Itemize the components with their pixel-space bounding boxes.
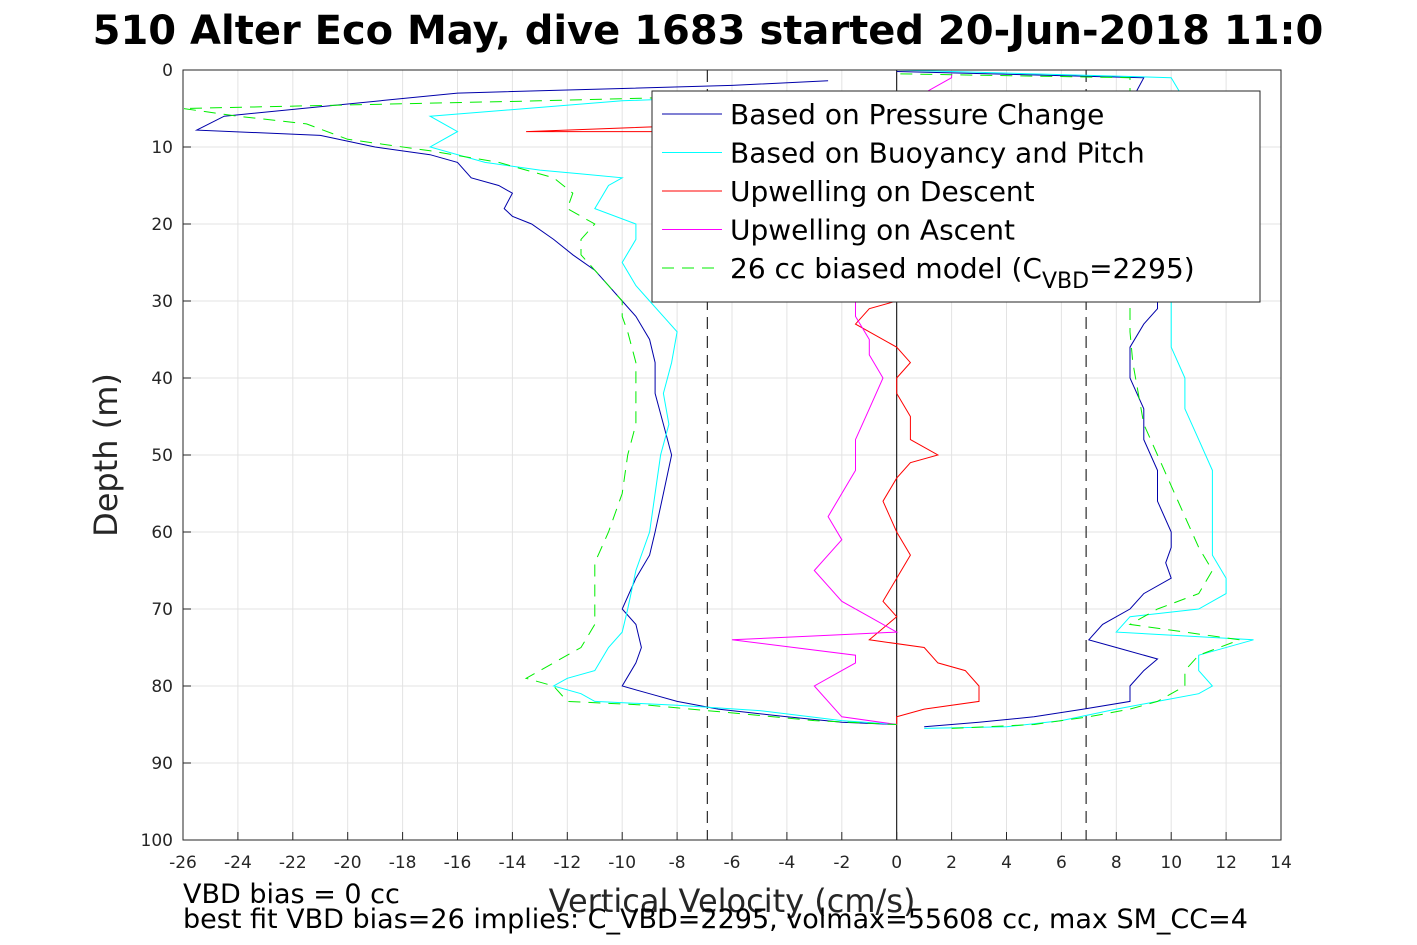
series-line-0-descent [194, 80, 897, 725]
x-tick-label: 2 [946, 853, 957, 873]
legend-label-4: 26 cc biased model (CVBD=2295) [730, 252, 1195, 294]
x-tick-label: -18 [389, 853, 417, 873]
legend-label-2: Upwelling on Descent [730, 175, 1035, 208]
legend-label-0: Based on Pressure Change [730, 98, 1104, 131]
x-tick-label: 0 [891, 853, 902, 873]
x-tick-label: -8 [669, 853, 686, 873]
x-tick-label: -6 [724, 853, 741, 873]
legend-label-3: Upwelling on Ascent [730, 214, 1015, 247]
x-tick-label: -4 [778, 853, 795, 873]
footnote-best-fit: best fit VBD bias=26 implies: C_VBD=2295… [183, 904, 1248, 935]
footnote-bias: VBD bias = 0 cc [183, 879, 400, 910]
chart-title: 510 Alter Eco May, dive 1683 started 20-… [93, 8, 1324, 54]
x-tick-label: -12 [553, 853, 581, 873]
x-tick-label: 10 [1160, 853, 1182, 873]
x-tick-label: 12 [1215, 853, 1237, 873]
x-tick-label: -20 [334, 853, 362, 873]
x-tick-label: -2 [833, 853, 850, 873]
x-axis-label: Vertical Velocity (cm/s) [549, 882, 916, 920]
series-line-4-descent [182, 92, 897, 725]
y-axis-label: Depth (m) [87, 373, 125, 537]
axis-ticks: -26 -24 -22 -20 -18 -16 -14 -12 -10 -8 -6 -4 -2 0 2 4 6 8… [141, 61, 1292, 873]
x-tick-label: 6 [1056, 853, 1067, 873]
x-tick-label: -16 [444, 853, 472, 873]
x-tick-label: -24 [224, 853, 252, 873]
x-tick-label: -26 [169, 853, 197, 873]
x-tick-label: 4 [1001, 853, 1012, 873]
y-tick-label: 10 [151, 138, 173, 158]
y-tick-label: 0 [162, 61, 173, 81]
legend: Based on Pressure Change Based on Buoyanc… [651, 90, 1261, 303]
x-tick-label: -14 [499, 853, 527, 873]
y-tick-label: 90 [151, 754, 173, 774]
x-tick-label: 8 [1111, 853, 1122, 873]
y-tick-label: 20 [151, 215, 173, 235]
legend-box [651, 90, 1261, 303]
y-tick-label: 80 [151, 677, 173, 697]
series-line-1-descent [428, 92, 897, 725]
y-tick-label: 60 [151, 523, 173, 543]
legend-label-1: Based on Buoyancy and Pitch [730, 137, 1145, 170]
y-tick-label: 100 [141, 831, 173, 851]
y-tick-label: 40 [151, 369, 173, 389]
y-tick-label: 50 [151, 446, 173, 466]
x-tick-label: -10 [608, 853, 636, 873]
x-tick-label: 14 [1270, 853, 1292, 873]
x-tick-label: -22 [279, 853, 307, 873]
y-tick-label: 30 [151, 292, 173, 312]
y-tick-label: 70 [151, 600, 173, 620]
